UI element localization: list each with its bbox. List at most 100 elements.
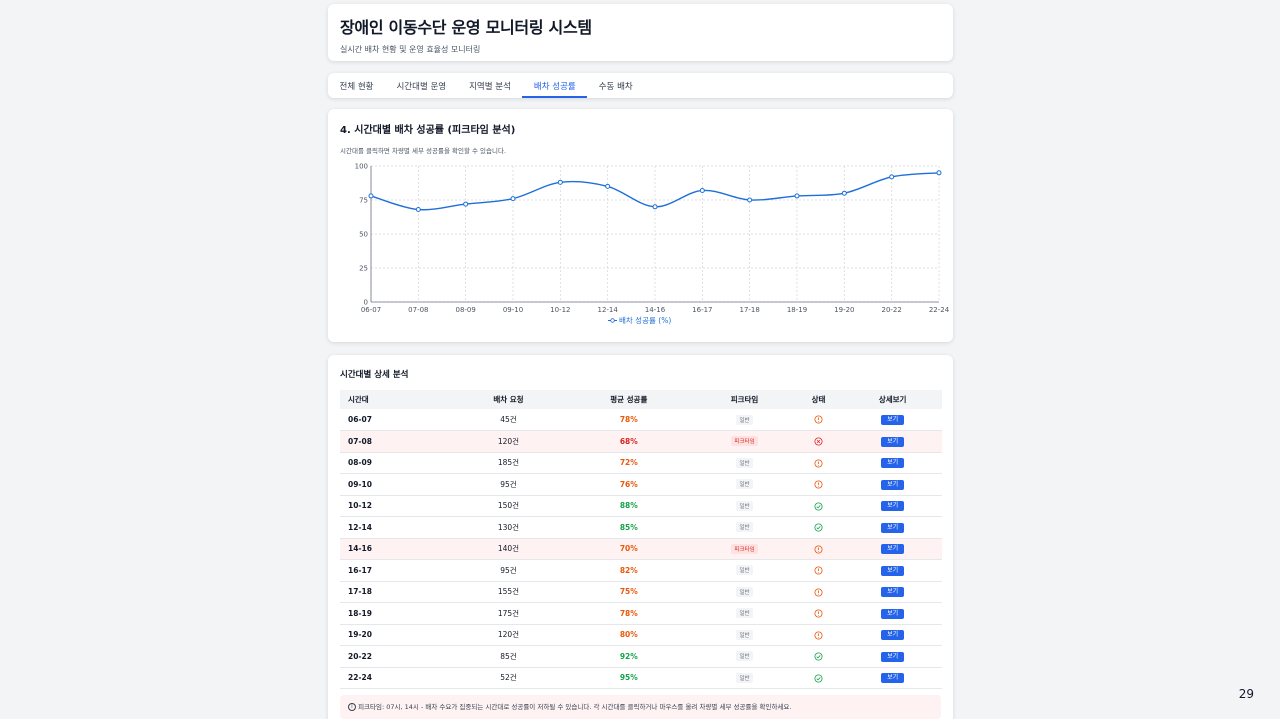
rate-cell: 68% [562,431,695,453]
requests-cell: 95건 [454,560,562,582]
table-row[interactable]: 14-16 140건 70% 피크타임 보기 [340,538,942,560]
view-button[interactable]: 보기 [881,458,904,468]
rate-cell: 78% [562,409,695,431]
data-point [748,198,752,202]
table-row[interactable]: 20-22 85건 92% 일반 보기 [340,646,942,668]
success-rate-chart[interactable]: 0 25 50 75 100 06-07 07-08 08-09 09-10 10-12 12-14… [328,109,953,342]
time-cell: 18-19 [340,603,454,625]
rate-cell: 92% [562,646,695,668]
view-cell: 보기 [843,624,942,646]
view-button[interactable]: 보기 [881,587,904,597]
type-cell: 일반 [695,517,794,539]
data-point [653,205,657,209]
data-point [842,191,846,195]
table-row[interactable]: 10-12 150건 88% 일반 보기 [340,495,942,517]
status-cell [794,517,843,539]
view-button[interactable]: 보기 [881,630,904,640]
rate-cell: 85% [562,517,695,539]
table-header-row: 시간대 배차 요청 평균 성공률 피크타임 상태 상세보기 [340,390,942,409]
view-button[interactable]: 보기 [881,652,904,662]
x-tick-label: 20-22 [881,306,901,314]
column-header-4: 상태 [794,390,843,409]
tab-4[interactable]: 수동 배차 [587,73,644,98]
type-cell: 일반 [695,624,794,646]
x-tick-label: 16-17 [692,306,712,314]
table-row[interactable]: 18-19 175건 78% 일반 보기 [340,603,942,625]
data-point [795,194,799,198]
data-point [606,184,610,188]
tab-0[interactable]: 전체 현황 [328,73,385,98]
type-badge: 일반 [736,673,752,683]
type-badge: 일반 [736,608,752,618]
view-button[interactable]: 보기 [881,501,904,511]
view-button[interactable]: 보기 [881,566,904,576]
x-tick-label: 07-08 [408,306,428,314]
type-cell: 피크타임 [695,431,794,453]
time-cell: 16-17 [340,560,454,582]
type-badge: 피크타임 [731,544,757,554]
peak-note: i 피크타임: 07시, 14시 - 배차 수요가 집중되는 시간대로 성공률이… [340,695,941,719]
view-button[interactable]: 보기 [881,544,904,554]
time-cell: 10-12 [340,495,454,517]
x-tick-label: 18-19 [787,306,807,314]
header-card: 장애인 이동수단 운영 모니터링 시스템 실시간 배차 현황 및 운영 효율성 … [328,4,953,61]
view-cell: 보기 [843,452,942,474]
type-cell: 일반 [695,560,794,582]
type-cell: 일반 [695,452,794,474]
view-cell: 보기 [843,603,942,625]
time-cell: 07-08 [340,431,454,453]
view-button[interactable]: 보기 [881,480,904,490]
view-cell: 보기 [843,495,942,517]
table-row[interactable]: 22-24 52건 95% 일반 보기 [340,667,942,689]
rate-cell: 82% [562,560,695,582]
tab-2[interactable]: 지역별 분석 [458,73,523,98]
view-cell: 보기 [843,431,942,453]
x-tick-label: 09-10 [503,306,523,314]
rate-cell: 80% [562,624,695,646]
status-cell [794,624,843,646]
view-button[interactable]: 보기 [881,523,904,533]
table-row[interactable]: 09-10 95건 76% 일반 보기 [340,474,942,496]
requests-cell: 140건 [454,538,562,560]
check-circle-icon [814,674,823,683]
table-row[interactable]: 06-07 45건 78% 일반 보기 [340,409,942,431]
time-cell: 09-10 [340,474,454,496]
requests-cell: 150건 [454,495,562,517]
alert-circle-icon [814,566,823,575]
tab-3[interactable]: 배차 성공률 [522,73,587,98]
type-badge: 일반 [736,651,752,661]
status-cell [794,431,843,453]
alert-circle-icon [814,415,823,424]
table-row[interactable]: 08-09 185건 72% 일반 보기 [340,452,942,474]
view-button[interactable]: 보기 [881,437,904,447]
alert-circle-icon [814,545,823,554]
rate-cell: 70% [562,538,695,560]
check-circle-icon [814,652,823,661]
tab-1[interactable]: 시간대별 운영 [385,73,458,98]
view-button[interactable]: 보기 [881,609,904,619]
check-circle-icon [814,523,823,532]
time-cell: 20-22 [340,646,454,668]
table-row[interactable]: 07-08 120건 68% 피크타임 보기 [340,431,942,453]
status-cell [794,603,843,625]
view-button[interactable]: 보기 [881,415,904,425]
requests-cell: 155건 [454,581,562,603]
view-button[interactable]: 보기 [881,673,904,683]
tab-bar: 전체 현황 시간대별 운영 지역별 분석 배차 성공률 수동 배차 [328,73,953,98]
data-point [369,194,373,198]
status-cell [794,409,843,431]
table-row[interactable]: 16-17 95건 82% 일반 보기 [340,560,942,582]
type-badge: 일반 [736,501,752,511]
time-cell: 14-16 [340,538,454,560]
alert-circle-icon [814,588,823,597]
column-header-2: 평균 성공률 [562,390,695,409]
data-point [511,197,515,201]
table-row[interactable]: 12-14 130건 85% 일반 보기 [340,517,942,539]
table-row[interactable]: 17-18 155건 75% 일반 보기 [340,581,942,603]
status-cell [794,560,843,582]
x-circle-icon [814,437,823,446]
table-row[interactable]: 19-20 120건 80% 일반 보기 [340,624,942,646]
view-cell: 보기 [843,560,942,582]
data-point [937,171,941,175]
chart-card: 4. 시간대별 배차 성공률 (피크타임 분석) 시간대를 클릭하면 차량별 세… [328,109,953,342]
